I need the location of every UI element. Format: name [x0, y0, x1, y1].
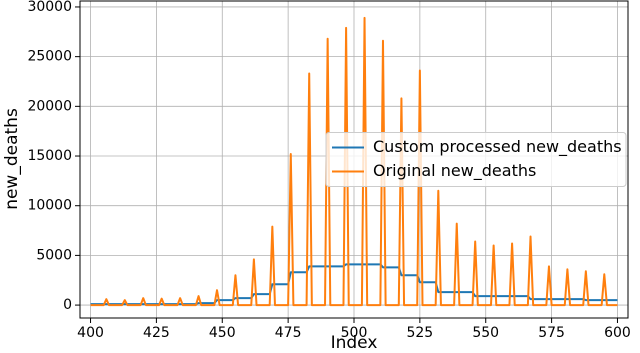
x-axis-label: Index: [331, 333, 378, 353]
x-tick-label: 550: [472, 325, 499, 341]
legend-label: Original new_deaths: [373, 161, 536, 181]
x-tick-label: 500: [341, 325, 368, 341]
x-tick-label: 525: [406, 325, 433, 341]
x-tick-label: 575: [538, 325, 565, 341]
x-tick-label: 400: [77, 325, 104, 341]
y-tick-label: 15000: [27, 148, 72, 164]
data-line: [90, 16, 618, 307]
y-axis-label: new_deaths: [2, 108, 22, 210]
legend-box: [325, 132, 627, 187]
y-tick-label: 20000: [27, 98, 72, 114]
x-tick-label: 425: [143, 325, 170, 341]
x-tick-label: 600: [604, 325, 631, 341]
y-tick-label: 10000: [27, 198, 72, 214]
legend-label: Custom processed new_deaths: [373, 137, 622, 157]
y-tick-label: 25000: [27, 49, 72, 65]
y-tick-label: 0: [63, 297, 72, 313]
x-tick-label: 475: [275, 325, 302, 341]
y-tick-label: 5000: [36, 247, 72, 263]
x-tick-label: 450: [209, 325, 236, 341]
y-tick-label: 30000: [27, 0, 72, 15]
plot-frame: [79, 0, 629, 319]
